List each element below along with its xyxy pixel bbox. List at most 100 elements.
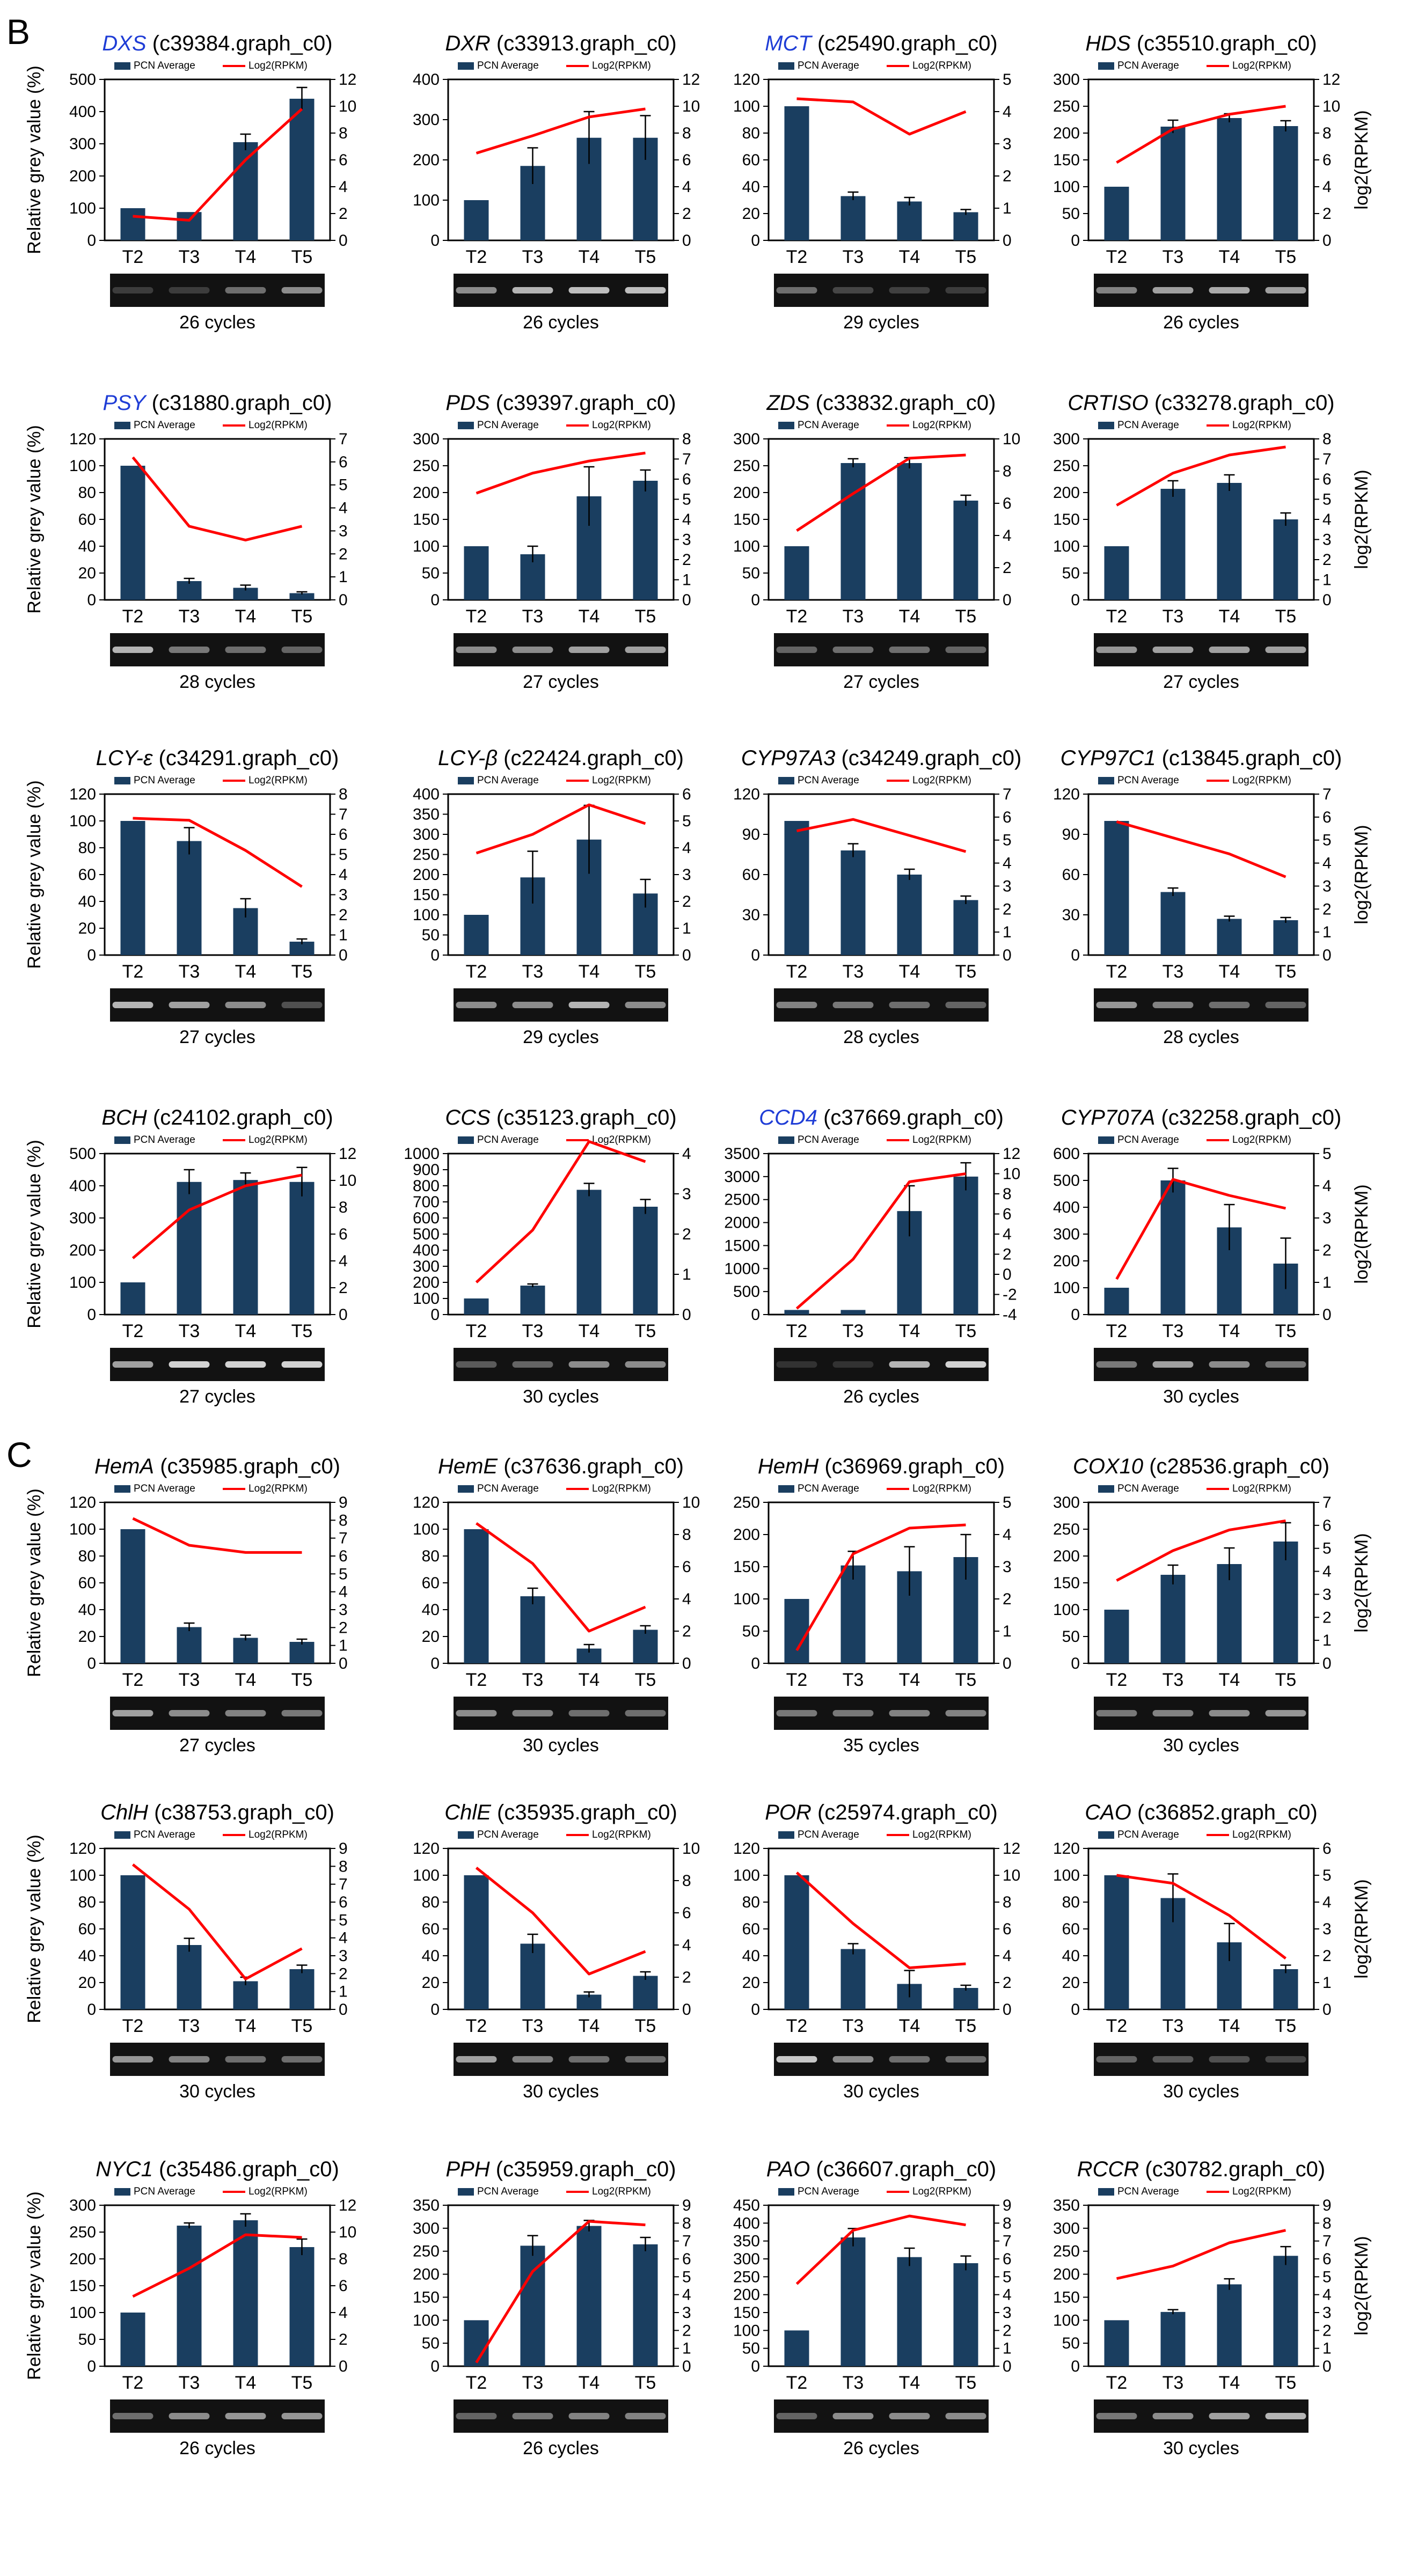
chart-title: CCD4 (c37669.graph_c0) <box>759 1106 1004 1129</box>
gel-band <box>112 1361 153 1368</box>
left-tick-label: 20 <box>422 1974 440 1992</box>
left-tick-label: 250 <box>413 846 440 864</box>
right-tick-label: 4 <box>682 511 691 529</box>
bar-t3 <box>1160 489 1186 600</box>
legend-bar-label: PCN Average <box>798 775 859 786</box>
bar-t2 <box>464 200 489 240</box>
x-tick-label-t2: T2 <box>1106 2016 1128 2036</box>
bar-t5 <box>633 1630 658 1663</box>
left-tick-label: 0 <box>430 1655 440 1672</box>
gel-band <box>225 647 266 653</box>
left-tick-label: 100 <box>1053 2311 1080 2329</box>
log2-rpkm-line <box>133 817 303 888</box>
gel-band <box>776 2413 817 2419</box>
cycles-label: 30 cycles <box>179 2081 255 2102</box>
chart-ccs: CCS (c35123.graph_c0) PCN Average Log2(RPK… <box>404 1106 691 1407</box>
right-tick-label: 9 <box>339 1494 348 1511</box>
x-tick-label-t4: T4 <box>235 247 257 267</box>
left-tick-label: 20 <box>78 564 96 582</box>
bar-t2 <box>464 1298 489 1315</box>
left-tick-label: 200 <box>413 2266 440 2284</box>
chart-pds: PDS (c39397.graph_c0) PCN Average Log2(RPK… <box>413 391 691 692</box>
gene-name: ZDS <box>766 391 810 415</box>
left-tick-label: 40 <box>78 1947 96 1965</box>
right-tick-label: 6 <box>1322 471 1332 488</box>
x-tick-label-t3: T3 <box>1163 247 1184 267</box>
bar-t5 <box>633 1207 658 1315</box>
right-tick-label: 4 <box>1003 1947 1012 1965</box>
right-tick-label: 9 <box>339 1840 348 1858</box>
legend-bar-swatch <box>778 62 794 70</box>
left-tick-label: 200 <box>1053 2266 1080 2284</box>
x-tick-label-t2: T2 <box>466 2016 487 2036</box>
x-tick-label-t4: T4 <box>579 1321 600 1341</box>
right-tick-label: 8 <box>1322 2214 1332 2232</box>
right-tick-label: 5 <box>1322 491 1332 509</box>
gel-band <box>456 647 497 653</box>
right-tick-label: 1 <box>1003 2340 1012 2358</box>
x-tick-label-t2: T2 <box>1106 606 1128 627</box>
left-tick-label: 0 <box>87 946 96 964</box>
legend-line-label: Log2(RPKM) <box>912 60 971 71</box>
plot-frame <box>1087 2204 1315 2367</box>
left-tick-label: 100 <box>69 200 96 217</box>
right-tick-label: 1 <box>682 920 691 937</box>
gene-id: (c24102.graph_c0) <box>147 1106 333 1129</box>
gene-name: NYC1 <box>96 2157 153 2181</box>
right-tick-label: 8 <box>682 1872 691 1890</box>
x-tick-label-t2: T2 <box>466 1670 487 1690</box>
x-tick-label-t2: T2 <box>786 2373 808 2393</box>
chart-rccr: RCCR (c30782.graph_c0) PCN Average Log2(RP… <box>1053 2157 1372 2458</box>
x-tick-label-t3: T3 <box>1163 1321 1184 1341</box>
x-tick-label-t3: T3 <box>843 247 864 267</box>
right-tick-label: 2 <box>1322 1242 1332 1259</box>
gene-id: (c22424.graph_c0) <box>498 746 684 770</box>
left-tick-label: 80 <box>1062 1894 1080 1911</box>
right-tick-label: 12 <box>1003 1840 1020 1858</box>
right-tick-label: 5 <box>1322 1540 1332 1558</box>
right-tick-label: 2 <box>1322 1947 1332 1965</box>
legend-bar-swatch <box>458 777 474 784</box>
gene-id: (c36969.graph_c0) <box>818 1455 1005 1478</box>
right-tick-label: 12 <box>339 71 356 89</box>
y-left-axis-label: Relative grey value (%) <box>24 425 45 613</box>
chart-title: ChlE (c35935.graph_c0) <box>444 1801 677 1824</box>
legend-line-label: Log2(RPKM) <box>248 1483 308 1494</box>
bar-t2 <box>784 821 809 955</box>
left-tick-label: 80 <box>78 1894 96 1911</box>
left-tick-label: 150 <box>733 1558 760 1576</box>
chart-mct: MCT (c25490.graph_c0) PCN Average Log2(RPK… <box>733 32 1012 333</box>
gel-band <box>945 1002 986 1008</box>
gel-band <box>169 1002 210 1008</box>
bar-t5 <box>953 212 978 240</box>
right-tick-label: 2 <box>339 2331 348 2349</box>
gene-id: (c36607.graph_c0) <box>810 2157 996 2181</box>
legend-line-label: Log2(RPKM) <box>592 775 651 786</box>
legend-line-label: Log2(RPKM) <box>592 60 651 71</box>
right-tick-label: 3 <box>1003 1558 1012 1576</box>
x-tick-label-t4: T4 <box>579 2016 600 2036</box>
left-tick-label: 350 <box>733 2233 760 2250</box>
chart-title: DXS (c39384.graph_c0) <box>102 32 332 55</box>
right-tick-label: 10 <box>339 98 356 115</box>
right-tick-label: 4 <box>682 1590 691 1608</box>
left-tick-label: 300 <box>1053 1225 1080 1243</box>
left-tick-label: 0 <box>430 946 440 964</box>
legend-line-label: Log2(RPKM) <box>592 420 651 431</box>
gel-band <box>225 1361 266 1368</box>
x-tick-label-t4: T4 <box>899 2373 920 2393</box>
gel-band <box>512 287 553 293</box>
bar-t5 <box>289 1642 315 1663</box>
bar-t4 <box>233 1981 258 2009</box>
legend-bar-label: PCN Average <box>798 1134 859 1146</box>
right-tick-label: 3 <box>1322 1586 1332 1603</box>
chart-ccd4: CCD4 (c37669.graph_c0) PCN Average Log2(RP… <box>724 1106 1020 1407</box>
bar-t3 <box>1160 127 1186 240</box>
legend-bar-swatch <box>458 62 474 70</box>
left-tick-label: 1500 <box>724 1237 760 1254</box>
x-tick-label-t2: T2 <box>466 606 487 627</box>
left-tick-label: 0 <box>1071 2001 1080 2019</box>
left-tick-label: 100 <box>1053 538 1080 555</box>
right-tick-label: 2 <box>682 893 691 911</box>
x-tick-label-t4: T4 <box>579 2373 600 2393</box>
